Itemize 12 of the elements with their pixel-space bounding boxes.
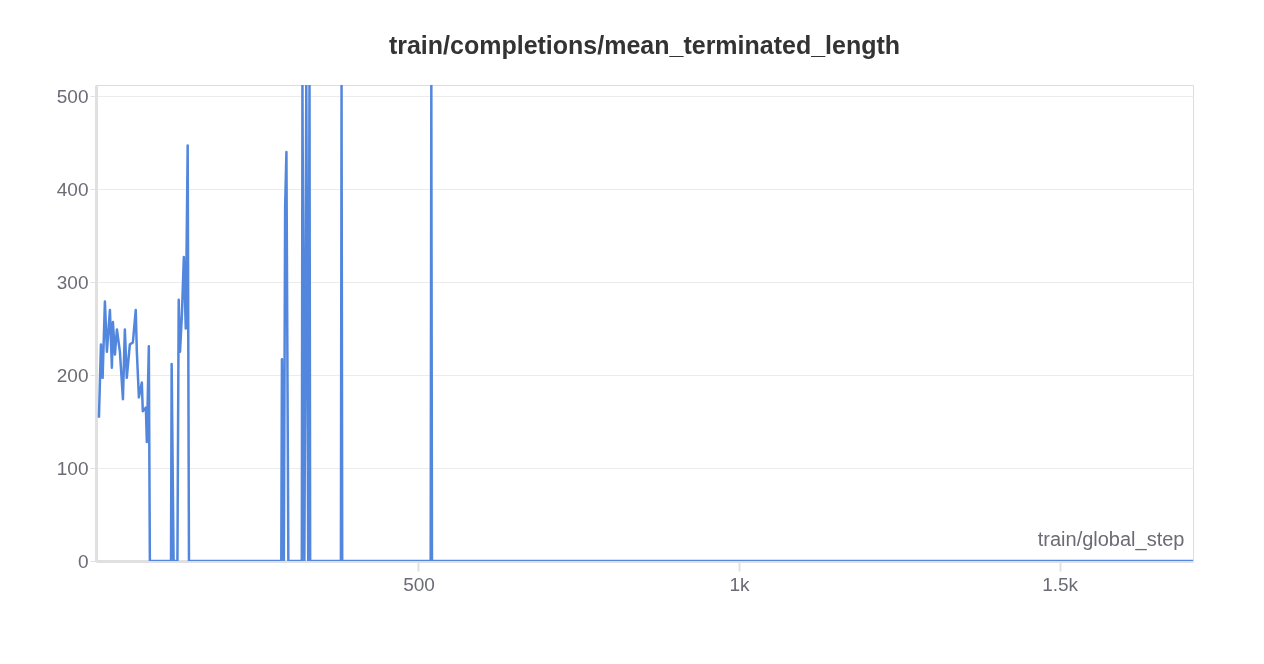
x-tick-label: 500 xyxy=(403,573,435,595)
x-tick-label: 1.5k xyxy=(1042,573,1079,595)
x-tick-label: 1k xyxy=(729,573,751,595)
line-series xyxy=(97,85,1193,561)
y-tick-label: 200 xyxy=(56,364,89,386)
x-axis-title: train/global_step xyxy=(1037,527,1185,551)
y-tick-label: 400 xyxy=(56,178,89,200)
y-tick-label: 100 xyxy=(56,457,89,479)
y-tick-label: 300 xyxy=(56,271,89,293)
y-tick-label: 500 xyxy=(56,85,89,107)
chart-title: train/completions/mean_terminated_length xyxy=(388,31,901,59)
y-tick-label: 0 xyxy=(77,550,89,572)
